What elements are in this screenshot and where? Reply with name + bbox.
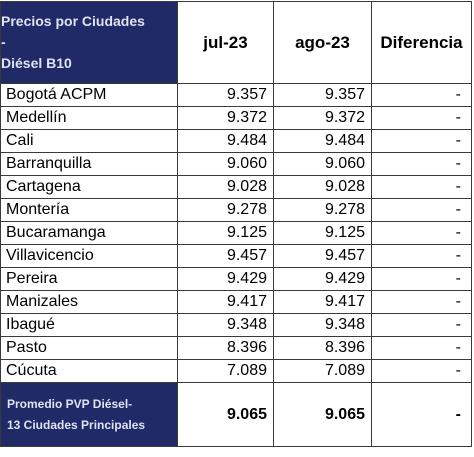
average-jul-value: 9.065 [177, 382, 274, 447]
city-name: Manizales [0, 290, 178, 314]
jul-value: 9.028 [177, 175, 274, 199]
jul-value: 9.372 [177, 106, 274, 130]
city-name: Pereira [0, 267, 178, 291]
city-name: Barranquilla [0, 152, 178, 176]
ago-value: 7.089 [273, 359, 372, 383]
city-name: Bucaramanga [0, 221, 178, 245]
city-name: Bogotá ACPM [0, 83, 178, 107]
ago-value: 9.278 [273, 198, 372, 222]
jul-value: 7.089 [177, 359, 274, 383]
difference-value: - [371, 359, 472, 383]
table-title-cell: Precios por Ciudades - Diésel B10 [0, 1, 178, 84]
title-line-2: - [1, 34, 6, 50]
city-name: Cali [0, 129, 178, 153]
city-name: Villavicencio [0, 244, 178, 268]
difference-value: - [371, 313, 472, 337]
table-row: Montería 9.278 9.278- [0, 198, 472, 222]
average-label-line-2: 13 Ciudades Principales [7, 417, 146, 432]
city-name: Cartagena [0, 175, 178, 199]
table-row: Villavicencio 9.457 9.457- [0, 244, 472, 268]
ago-value: 9.457 [273, 244, 372, 268]
jul-value: 9.125 [177, 221, 274, 245]
difference-value: - [371, 175, 472, 199]
difference-value: - [371, 83, 472, 107]
ago-value: 9.372 [273, 106, 372, 130]
difference-value: - [371, 198, 472, 222]
title-line-3: Diésel B10 [1, 55, 72, 71]
title-line-1: Precios por Ciudades [1, 13, 145, 29]
table-row: Cali 9.484 9.484- [0, 129, 472, 153]
difference-value: - [371, 152, 472, 176]
table-row: Bogotá ACPM 9.357 9.357- [0, 83, 472, 107]
difference-value: - [371, 129, 472, 153]
ago-value: 8.396 [273, 336, 372, 360]
table-row: Pereira 9.429 9.429- [0, 267, 472, 291]
city-name: Cúcuta [0, 359, 178, 383]
column-header-jul: jul-23 [177, 1, 274, 84]
average-ago-value: 9.065 [273, 382, 372, 447]
average-label-line-1: Promedio PVP Diésel- [7, 396, 133, 411]
difference-value: - [371, 267, 472, 291]
table-row: Ibagué 9.348 9.348- [0, 313, 472, 337]
difference-value: - [371, 290, 472, 314]
table-row: Cartagena 9.028 9.028- [0, 175, 472, 199]
jul-value: 9.060 [177, 152, 274, 176]
difference-value: - [371, 336, 472, 360]
table-header-row: Precios por Ciudades - Diésel B10 jul-23… [0, 1, 472, 84]
city-name: Pasto [0, 336, 178, 360]
difference-value: - [371, 106, 472, 130]
table-row: Barranquilla 9.060 9.060- [0, 152, 472, 176]
fuel-price-table: Precios por Ciudades - Diésel B10 jul-23… [0, 1, 472, 447]
city-name: Ibagué [0, 313, 178, 337]
ago-value: 9.417 [273, 290, 372, 314]
jul-value: 9.357 [177, 83, 274, 107]
column-header-diferencia: Diferencia [371, 1, 472, 84]
average-label-cell: Promedio PVP Diésel- 13 Ciudades Princip… [0, 382, 178, 447]
table-row: Bucaramanga 9.125 9.125- [0, 221, 472, 245]
jul-value: 8.396 [177, 336, 274, 360]
ago-value: 9.429 [273, 267, 372, 291]
average-difference-value: - [371, 382, 472, 447]
jul-value: 9.484 [177, 129, 274, 153]
ago-value: 9.028 [273, 175, 372, 199]
jul-value: 9.429 [177, 267, 274, 291]
table-row: Pasto 8.396 8.396- [0, 336, 472, 360]
table-row: Manizales 9.417 9.417- [0, 290, 472, 314]
column-header-ago: ago-23 [273, 1, 372, 84]
ago-value: 9.125 [273, 221, 372, 245]
jul-value: 9.417 [177, 290, 274, 314]
jul-value: 9.348 [177, 313, 274, 337]
ago-value: 9.484 [273, 129, 372, 153]
city-name: Montería [0, 198, 178, 222]
difference-value: - [371, 244, 472, 268]
ago-value: 9.357 [273, 83, 372, 107]
jul-value: 9.457 [177, 244, 274, 268]
ago-value: 9.348 [273, 313, 372, 337]
table-row: Medellín 9.372 9.372- [0, 106, 472, 130]
jul-value: 9.278 [177, 198, 274, 222]
table-row: Cúcuta 7.089 7.089- [0, 359, 472, 383]
city-name: Medellín [0, 106, 178, 130]
difference-value: - [371, 221, 472, 245]
table-footer-row: Promedio PVP Diésel- 13 Ciudades Princip… [0, 382, 472, 447]
ago-value: 9.060 [273, 152, 372, 176]
